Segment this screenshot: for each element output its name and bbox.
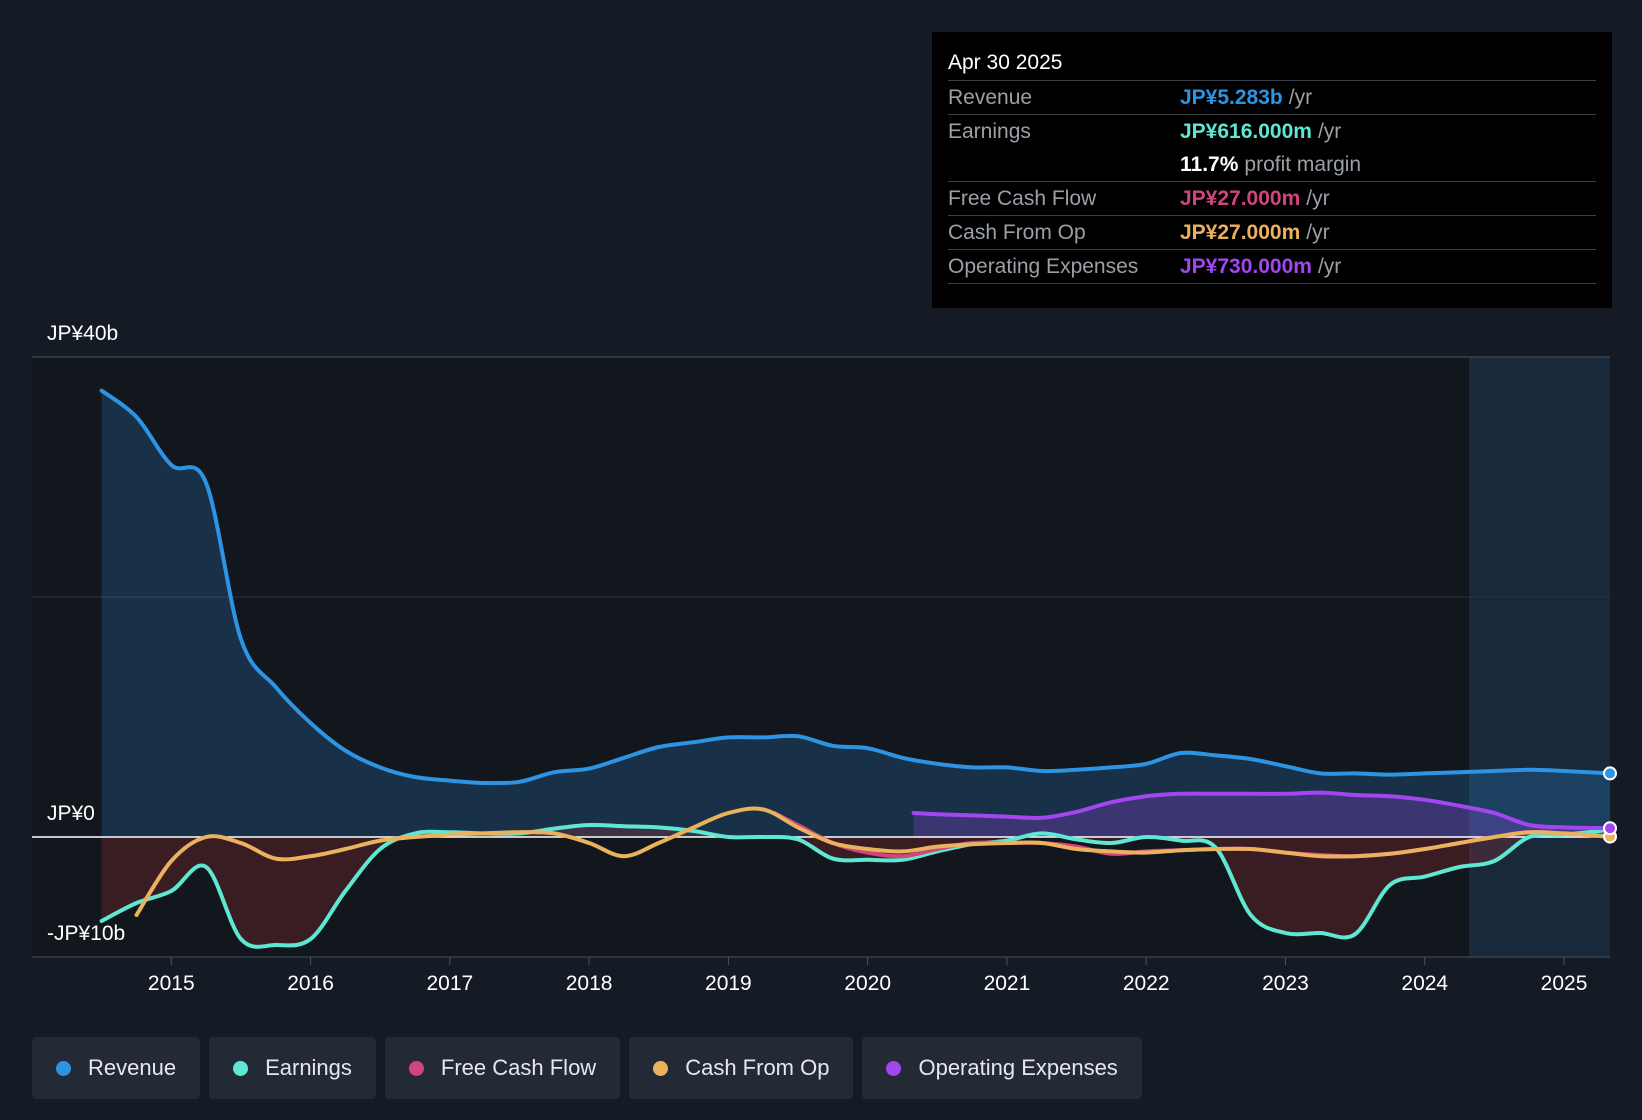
legend-label: Earnings [265,1055,352,1080]
tooltip-label: Revenue [948,86,1033,109]
legend-item-revenue[interactable]: Revenue [32,1037,201,1099]
operating-expenses-end-point [1603,821,1617,836]
cash-from-op-dot-icon [653,1060,669,1076]
tooltip-unit: /yr [1317,120,1342,143]
tooltip-panel: Apr 30 2025 Revenue JP¥5.283b /yr Earnin… [932,32,1612,308]
tooltip-value: JP¥730.000m [1180,255,1312,278]
x-tick-label: 2019 [705,972,752,995]
operating-expenses-area [913,792,1610,837]
y-label-bottom: -JP¥10b [47,922,125,945]
y-label-top: JP¥40b [47,322,118,345]
tooltip-row-earnings: Earnings JP¥616.000m /yr [948,114,1596,148]
x-tick-label: 2023 [1262,972,1309,995]
tooltip-row-operating-expenses: Operating Expenses JP¥730.000m /yr [948,249,1596,284]
legend-item-cash-from-op[interactable]: Cash From Op [629,1037,854,1099]
tooltip-value: JP¥27.000m [1180,221,1301,244]
operating-expenses-line [911,790,1612,831]
earnings-dot-icon [233,1060,249,1076]
x-tick-label: 2016 [287,972,334,995]
x-tick-label: 2022 [1123,972,1170,995]
revenue-dot-icon [56,1060,71,1076]
tooltip-value: JP¥616.000m [1180,120,1312,143]
x-tick-label: 2025 [1541,972,1588,995]
tooltip-row-revenue: Revenue JP¥5.283b /yr [948,80,1596,114]
tooltip-label: Earnings [948,120,1031,143]
tooltip-value: 11.7% [1180,153,1239,176]
revenue-end-point [1603,766,1617,781]
tooltip-unit: /yr [1317,255,1342,278]
legend-item-free-cash-flow[interactable]: Free Cash Flow [384,1037,621,1099]
y-label-zero: JP¥0 [47,802,95,825]
tooltip-unit: /yr [1306,221,1330,244]
legend-label: Revenue [88,1055,177,1080]
revenue-line [99,388,1612,786]
tooltip-date: Apr 30 2025 [948,51,1063,74]
forecast-region [1470,357,1610,957]
tooltip-row-profit-margin: 11.7% profit margin [948,148,1596,181]
legend-item-earnings[interactable]: Earnings [209,1037,376,1099]
x-tick-label: 2018 [566,972,613,995]
earnings-area [101,824,1611,947]
x-tick-label: 2020 [844,972,891,995]
tooltip-unit: profit margin [1244,153,1362,176]
tooltip-row-free-cash-flow: Free Cash Flow JP¥27.000m /yr [948,181,1596,215]
tooltip-label: Free Cash Flow [948,187,1097,210]
tooltip-value: JP¥27.000m [1180,187,1301,210]
legend-label: Cash From Op [685,1055,830,1080]
tooltip-unit: /yr [1288,86,1313,109]
earnings-line [99,822,1612,949]
legend-label: Operating Expenses [918,1055,1118,1080]
tooltip-unit: /yr [1306,187,1330,210]
tooltip-label [948,148,1180,181]
x-tick-label: 2017 [426,972,473,995]
tooltip-value: JP¥5.283b [1180,86,1283,109]
x-tick-label: 2015 [148,972,195,995]
operating-expenses-dot-icon [886,1060,902,1076]
tooltip-row-cash-from-op: Cash From Op JP¥27.000m /yr [948,215,1596,249]
legend-item-operating-expenses[interactable]: Operating Expenses [862,1037,1142,1099]
tooltip-label: Cash From Op [948,221,1086,244]
x-tick-label: 2024 [1401,972,1448,995]
legend: Revenue Earnings Free Cash Flow Cash Fro… [32,1037,1142,1099]
legend-label: Free Cash Flow [440,1055,597,1080]
x-tick-label: 2021 [984,972,1031,995]
free-cash-flow-dot-icon [408,1060,424,1076]
cash-from-op-line [134,806,1612,917]
tooltip-label: Operating Expenses [948,255,1139,278]
